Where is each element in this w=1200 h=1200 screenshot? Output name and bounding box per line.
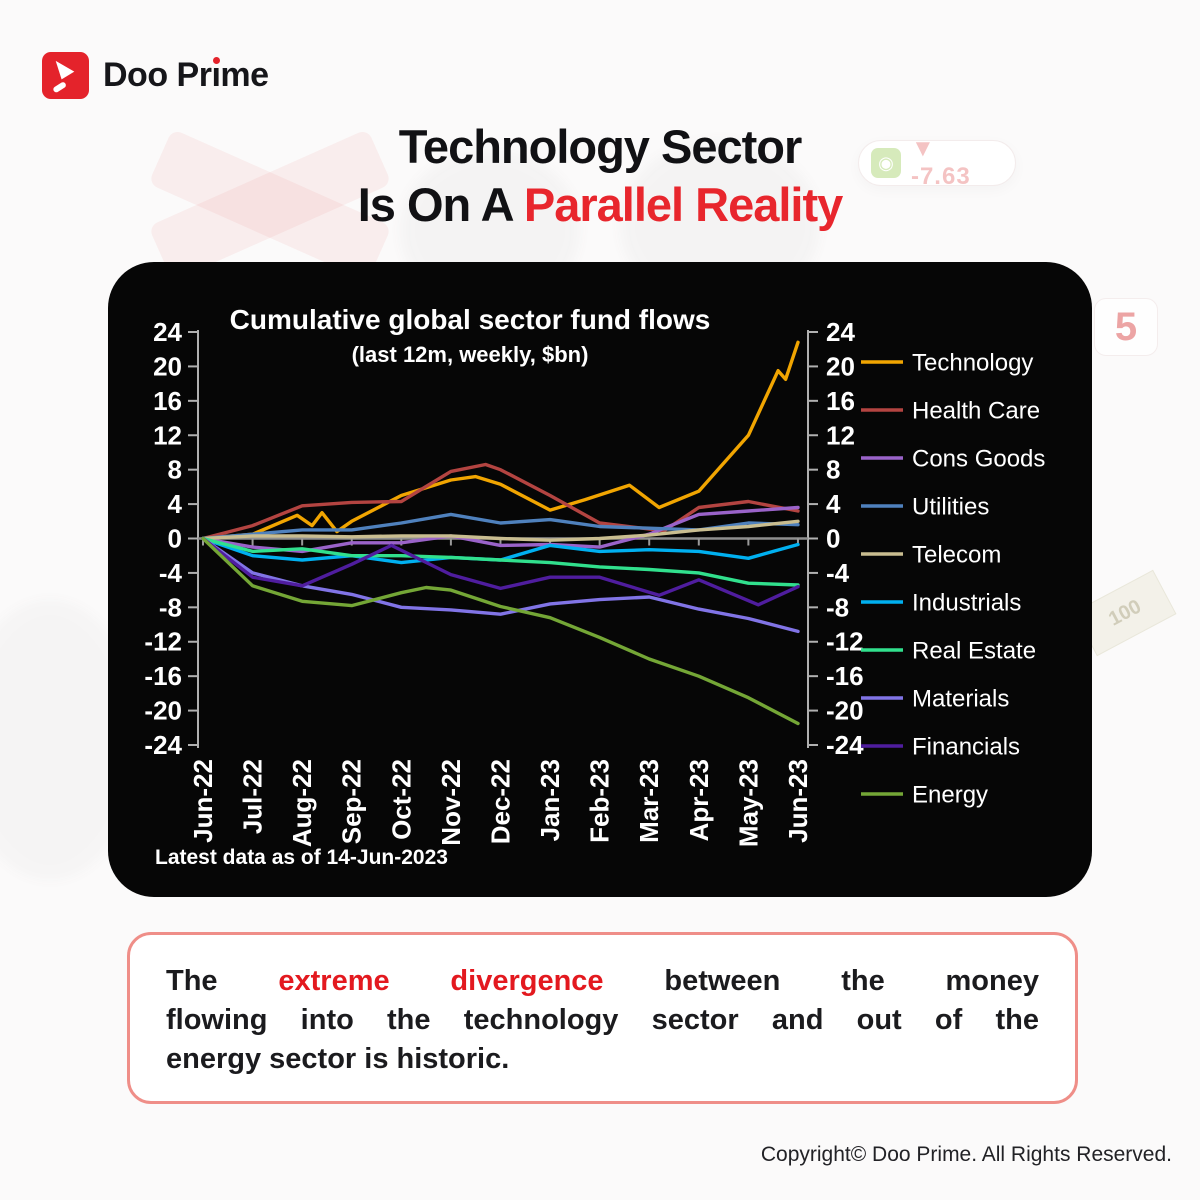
y-tick-label-left: 20	[153, 351, 182, 381]
x-tick-label: Mar-23	[634, 759, 664, 843]
y-tick-label-right: -24	[826, 730, 864, 760]
legend-label-utilities: Utilities	[912, 494, 989, 521]
y-tick-label-left: 16	[153, 386, 182, 416]
note-line-3: energy sector is historic.	[166, 1043, 510, 1075]
brand-name: Doo Prı me	[103, 56, 269, 94]
x-tick-label: Jan-23	[535, 759, 565, 841]
chart-subtitle: (last 12m, weekly, $bn)	[351, 342, 589, 367]
background-digit: 5	[1094, 298, 1158, 356]
series-line-energy	[201, 536, 800, 726]
y-tick-label-right: -20	[826, 696, 864, 726]
brand-red-dot	[213, 57, 221, 64]
legend-label-cons-goods: Cons Goods	[912, 446, 1045, 473]
x-tick-label: Jun-23	[783, 759, 813, 843]
y-tick-label-left: -16	[144, 661, 182, 691]
y-tick-label-left: 12	[153, 420, 182, 450]
legend-label-health-care: Health Care	[912, 398, 1040, 425]
x-tick-label: Sep-22	[337, 759, 367, 844]
x-tick-label: Jul-22	[238, 759, 268, 834]
page-title-line2: Is On A Parallel Reality	[357, 178, 844, 231]
y-tick-label-left: -8	[159, 592, 182, 622]
series-line-real-estate	[201, 536, 800, 587]
x-tick-label: Feb-23	[585, 759, 615, 843]
series-line-telecom	[201, 519, 800, 542]
x-tick-label: Aug-22	[287, 759, 317, 847]
note-highlight: extreme divergence	[278, 965, 604, 997]
fund-flows-chart: 24 24 20 20 16 16 12 12 8 8 4 4 0 0 -4 -4 -8 -8 -12 -12 -16 -…	[144, 317, 1045, 847]
y-tick-label-right: 12	[826, 420, 855, 450]
chart-title: Cumulative global sector fund flows (las…	[210, 304, 730, 371]
page-title: Technology Sector Is On A Parallel Reali…	[0, 118, 1200, 234]
legend-label-financials: Financials	[912, 734, 1020, 761]
y-tick-label-left: 0	[168, 524, 182, 554]
x-tick-label: Oct-22	[386, 759, 416, 840]
y-tick-label-right: 24	[826, 317, 855, 347]
doo-prime-logo: Doo Prı me	[42, 52, 269, 99]
y-tick-label-right: -16	[826, 661, 864, 691]
series-line-health-care	[201, 462, 800, 541]
y-tick-label-right: 4	[826, 489, 841, 519]
y-tick-label-left: -12	[144, 627, 182, 657]
x-tick-label: Apr-23	[684, 759, 714, 841]
y-tick-label-right: -12	[826, 627, 864, 657]
summary-note: The extreme divergence between the money…	[127, 932, 1078, 1104]
legend-label-technology: Technology	[912, 350, 1033, 377]
legend-label-materials: Materials	[912, 686, 1009, 713]
doo-prime-logo-icon	[42, 52, 89, 99]
y-tick-label-right: 16	[826, 386, 855, 416]
y-tick-label-left: -24	[144, 730, 182, 760]
y-tick-label-left: -4	[159, 558, 183, 588]
y-tick-label-right: -8	[826, 592, 849, 622]
series-line-cons-goods	[201, 505, 800, 554]
page-title-line1: Technology Sector	[398, 120, 803, 173]
legend-label-real-estate: Real Estate	[912, 638, 1036, 665]
y-tick-label-right: 0	[826, 524, 840, 554]
y-tick-label-right: 20	[826, 351, 855, 381]
y-tick-label-left: 4	[168, 489, 183, 519]
y-tick-label-left: 8	[168, 455, 182, 485]
legend-label-telecom: Telecom	[912, 542, 1001, 569]
chart-footnote: Latest data as of 14-Jun-2023	[155, 846, 448, 869]
y-tick-label-right: 8	[826, 455, 840, 485]
x-tick-label: Nov-22	[436, 759, 466, 846]
x-tick-label: May-23	[733, 759, 763, 847]
y-tick-label-left: -20	[144, 696, 182, 726]
copyright: Copyright© Doo Prime. All Rights Reserve…	[760, 1143, 1172, 1166]
note-line-2: flowing into the technology sector and o…	[166, 1004, 1039, 1036]
x-tick-label: Dec-22	[485, 759, 515, 844]
series-line-financials	[201, 536, 800, 607]
y-tick-label-right: -4	[826, 558, 850, 588]
legend-label-energy: Energy	[912, 782, 988, 809]
x-tick-label: Jun-22	[188, 759, 218, 843]
y-tick-label-left: 24	[153, 317, 182, 347]
series-line-technology	[201, 340, 800, 541]
note-line-1: The extreme divergence between the money	[166, 965, 1039, 997]
legend-label-industrials: Industrials	[912, 590, 1021, 617]
